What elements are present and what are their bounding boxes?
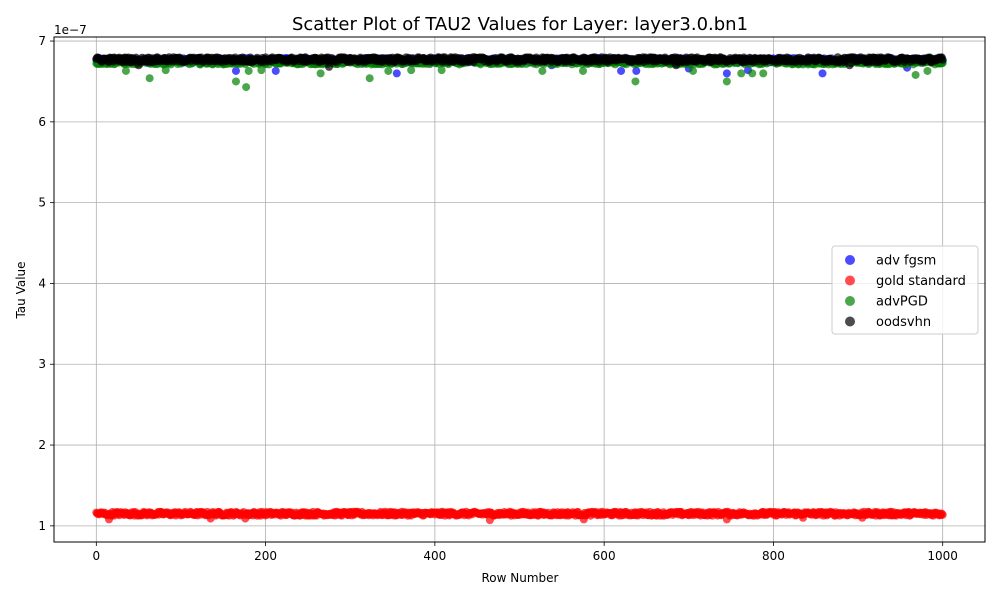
data-point	[242, 83, 251, 92]
grid-lines	[54, 37, 985, 542]
data-point	[748, 69, 757, 78]
y-tick-label: 2	[38, 438, 46, 452]
data-point	[244, 66, 253, 75]
data-point	[632, 66, 641, 75]
legend-marker	[845, 316, 855, 327]
data-point	[923, 66, 932, 75]
offset-text: 1e−7	[54, 23, 87, 37]
x-tick-label: 200	[254, 549, 277, 563]
legend-entry-label: adv fgsm	[876, 254, 936, 269]
data-point	[722, 77, 731, 86]
data-point	[938, 55, 947, 64]
data-point	[911, 70, 920, 79]
y-tick-label: 4	[38, 276, 46, 290]
series-gold-standard	[92, 507, 947, 525]
data-point	[257, 66, 266, 75]
data-point	[737, 69, 746, 78]
data-point	[271, 66, 280, 75]
data-point	[689, 66, 697, 75]
y-tick-label: 7	[38, 34, 46, 48]
data-point	[325, 62, 334, 71]
data-point	[316, 69, 325, 78]
x-tick-label: 800	[762, 549, 785, 563]
data-point	[538, 66, 547, 75]
data-point	[407, 66, 416, 75]
data-point	[365, 74, 374, 83]
x-tick-label: 600	[593, 549, 616, 563]
legend-marker	[845, 255, 855, 265]
data-point	[617, 66, 626, 75]
data-point	[384, 66, 393, 75]
y-tick-label: 1	[38, 519, 46, 533]
data-point	[437, 66, 446, 75]
data-point	[759, 69, 768, 78]
y-axis-ticks: 1 2 3 4 5 6 7	[38, 34, 54, 533]
series-oodsvhn	[92, 53, 947, 71]
legend-entry-label: oodsvhn	[876, 315, 931, 330]
x-axis-label: Row Number	[482, 571, 559, 585]
data-point	[392, 69, 401, 78]
data-point	[145, 74, 154, 83]
data-point	[231, 66, 240, 75]
data-point	[631, 77, 640, 86]
legend-entry-label: advPGD	[876, 295, 928, 310]
data-point	[161, 66, 170, 75]
legend-box	[831, 245, 979, 335]
legend-entry-label: gold standard	[876, 274, 966, 289]
data-point	[231, 77, 240, 86]
data-point	[818, 69, 827, 78]
chart-title: Scatter Plot of TAU2 Values for Layer: l…	[292, 14, 748, 35]
y-tick-label: 3	[38, 357, 46, 371]
legend: adv fgsm gold standard advPGD oodsvhn	[831, 245, 979, 335]
x-tick-label: 400	[423, 549, 446, 563]
data-point	[121, 66, 130, 75]
y-axis-label: Tau Value	[14, 261, 28, 319]
data-point	[938, 510, 947, 519]
x-axis-ticks: 0 200 400 600 800 1000	[92, 542, 958, 563]
data-point	[722, 69, 731, 78]
y-tick-label: 5	[38, 196, 46, 210]
data-point	[578, 66, 587, 75]
data-points	[92, 53, 947, 525]
x-tick-label: 1000	[927, 549, 958, 563]
legend-marker	[845, 275, 855, 286]
y-tick-label: 6	[38, 115, 46, 129]
legend-marker	[845, 296, 855, 306]
x-tick-label: 0	[92, 549, 100, 563]
plot-frame	[53, 36, 986, 543]
